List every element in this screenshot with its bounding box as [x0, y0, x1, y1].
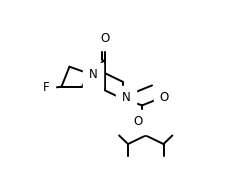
Text: F: F [43, 81, 49, 94]
Text: N: N [122, 91, 131, 104]
Text: O: O [100, 32, 109, 45]
Text: O: O [133, 115, 142, 128]
Text: N: N [89, 68, 97, 81]
Text: O: O [160, 91, 169, 104]
